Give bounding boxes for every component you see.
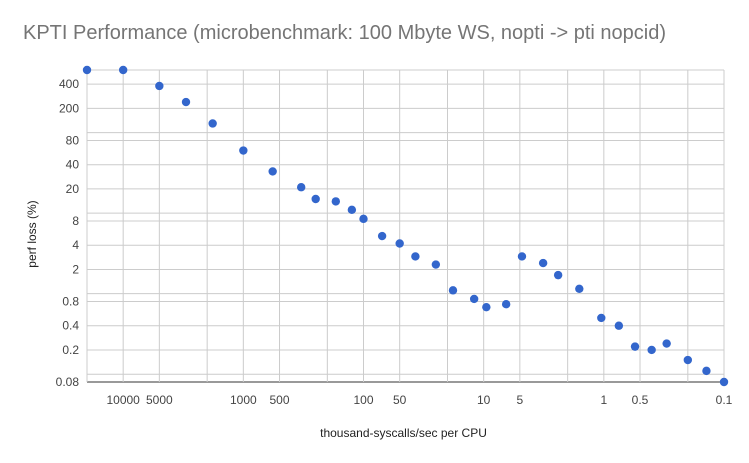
data-point <box>347 205 357 215</box>
data-point <box>395 239 404 248</box>
x-tick-label: 1 <box>600 393 607 407</box>
data-point <box>597 313 606 323</box>
y-tick-label: 80 <box>66 133 80 147</box>
data-point <box>311 194 320 204</box>
data-point <box>647 345 656 355</box>
data-point <box>553 270 563 280</box>
data-point <box>702 366 711 376</box>
y-tick-label: 0.08 <box>56 375 80 389</box>
data-point <box>630 342 640 351</box>
y-tick-label: 400 <box>59 77 79 91</box>
data-point <box>517 252 527 261</box>
data-point <box>118 65 128 75</box>
y-tick-label: 0.2 <box>62 343 79 357</box>
chart-title: KPTI Performance (microbenchmark: 100 Mb… <box>23 22 667 44</box>
y-tick-label: 0.4 <box>62 319 79 333</box>
y-tick-label: 40 <box>66 158 80 172</box>
data-point <box>501 300 511 309</box>
x-tick-label: 0.1 <box>716 393 733 407</box>
x-tick-label: 1000 <box>230 393 257 407</box>
data-point <box>614 321 624 330</box>
x-tick-labels: 10000 5000 1000 500 100 50 10 5 1 0.5 0.1 <box>106 393 732 407</box>
grid-lines <box>86 69 725 383</box>
y-tick-label: 2 <box>72 262 79 276</box>
x-tick-label: 50 <box>393 393 407 407</box>
y-tick-labels: 0.08 0.2 0.4 0.8 2 4 8 20 40 80 200 400 <box>56 77 80 389</box>
data-point <box>268 167 277 176</box>
data-point <box>181 97 191 107</box>
data-point <box>431 260 441 269</box>
data-point <box>377 231 387 241</box>
x-tick-label: 10000 <box>106 393 140 407</box>
x-tick-label: 5000 <box>146 393 173 407</box>
data-point <box>155 81 164 91</box>
y-tick-label: 4 <box>72 238 79 252</box>
x-tick-label: 500 <box>269 393 289 407</box>
x-axis-label: thousand-syscalls/sec per CPU <box>320 426 487 440</box>
data-point <box>296 183 306 192</box>
x-tick-label: 0.5 <box>632 393 649 407</box>
y-axis-label: perf loss (%) <box>25 200 39 267</box>
data-point <box>239 146 248 155</box>
x-tick-label: 5 <box>516 393 523 407</box>
data-point <box>448 286 458 295</box>
y-tick-label: 8 <box>72 214 79 228</box>
data-point <box>683 355 693 365</box>
data-point <box>208 119 217 128</box>
y-tick-label: 200 <box>59 101 79 115</box>
data-point <box>469 294 479 304</box>
data-point <box>662 339 671 348</box>
data-point <box>359 214 368 224</box>
data-point <box>411 252 420 261</box>
data-point <box>482 302 491 312</box>
data-point <box>82 65 92 75</box>
y-tick-label: 20 <box>66 182 80 196</box>
y-tick-label: 0.8 <box>62 294 79 308</box>
x-tick-label: 10 <box>477 393 491 407</box>
data-point <box>331 197 341 206</box>
x-tick-label: 100 <box>353 393 373 407</box>
data-points <box>82 65 729 387</box>
data-point <box>538 258 548 268</box>
data-point <box>575 284 584 293</box>
data-point <box>719 377 729 387</box>
